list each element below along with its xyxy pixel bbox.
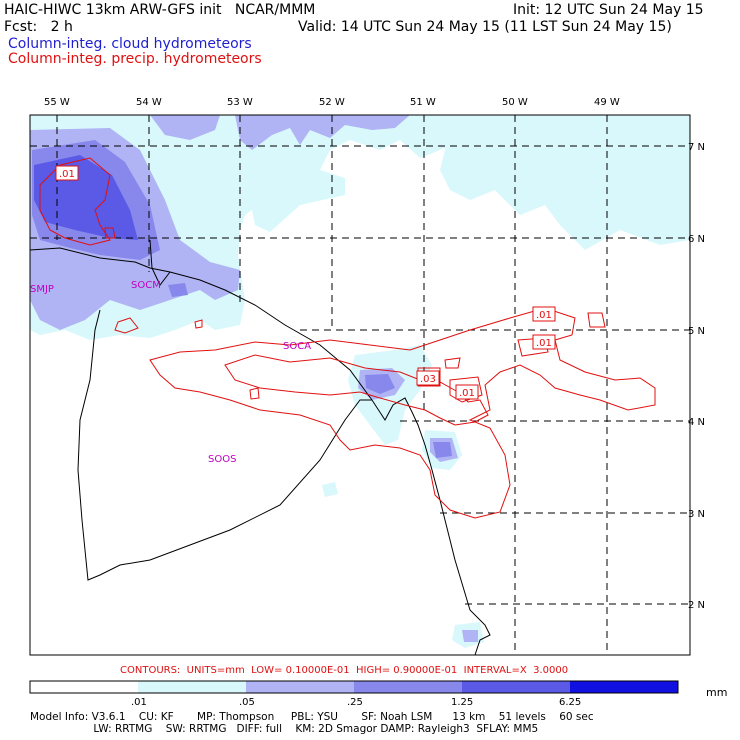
contours-info: CONTOURS: UNITS=mm LOW= 0.10000E-01 HIGH… <box>120 665 569 676</box>
forecast-hour: Fcst: 2 h <box>4 19 73 35</box>
model-info: Model Info: V3.6.1 CU: KF MP: Thompson P… <box>30 711 594 735</box>
cloud-shade-2 <box>462 630 478 642</box>
lon-label: 53 W <box>227 97 253 108</box>
contour-label: .01 <box>59 169 75 180</box>
lat-label: 7 N <box>688 142 705 153</box>
lon-label: 52 W <box>319 97 345 108</box>
colorbar-tick: .01 <box>131 697 147 708</box>
cloud-shade-2 <box>150 115 220 140</box>
valid-time: Valid: 14 UTC Sun 24 May 15 (11 LST Sun … <box>298 19 672 35</box>
latitude-labels: 7 N 6 N 5 N 4 N 3 N 2 N <box>688 142 705 611</box>
lon-label: 51 W <box>410 97 436 108</box>
lat-label: 2 N <box>688 600 705 611</box>
colorbar-tick: 6.25 <box>559 697 581 708</box>
contour-label-group: .01 .01 .01 .03 .01 <box>55 165 556 400</box>
cloud-shade-light <box>440 115 690 250</box>
station-soos: SOOS <box>208 454 236 465</box>
legend-precip: Column-integ. precip. hydrometeors <box>8 51 262 67</box>
plot-title: HAIC-HIWC 13km ARW-GFS init NCAR/MMM <box>4 2 316 18</box>
station-socm: SOCM <box>131 280 161 291</box>
station-labels: SMJP SOCM SOCA SOOS <box>30 280 311 465</box>
lat-label: 6 N <box>688 234 705 245</box>
colorbar-ticks: .01 .05 .25 1.25 6.25 <box>131 697 581 708</box>
longitude-labels: 55 W 54 W 53 W 52 W 51 W 50 W 49 W <box>44 97 620 108</box>
contour-label: .01 <box>536 338 552 349</box>
lon-label: 50 W <box>502 97 528 108</box>
station-soca: SOCA <box>283 341 311 352</box>
model-info-line2: LW: RRTMG SW: RRTMG DIFF: full KM: 2D Sm… <box>30 723 539 735</box>
lon-label: 54 W <box>136 97 162 108</box>
contour-label: .03 <box>420 374 436 385</box>
lon-label: 55 W <box>44 97 70 108</box>
model-info-line1: Model Info: V3.6.1 CU: KF MP: Thompson P… <box>30 711 594 723</box>
lat-lon-grid <box>30 115 690 655</box>
cloud-shading <box>30 115 690 648</box>
cloud-shade-light <box>322 482 338 497</box>
cloud-shade-3 <box>168 283 188 297</box>
station-smjp: SMJP <box>30 284 54 295</box>
lat-label: 4 N <box>688 417 705 428</box>
colorbar <box>29 680 679 694</box>
lon-label: 49 W <box>594 97 620 108</box>
legend-cloud: Column-integ. cloud hydrometeors <box>8 36 252 52</box>
cloud-shade-3 <box>365 374 395 394</box>
map-frame <box>29 114 691 656</box>
precip-contours <box>39 157 656 519</box>
colorbar-tick: 1.25 <box>451 697 473 708</box>
lat-label: 3 N <box>688 509 705 520</box>
contour-label: .01 <box>536 310 552 321</box>
colorbar-tick: .25 <box>347 697 363 708</box>
cloud-shade-2 <box>235 115 410 150</box>
contour-label: .01 <box>459 388 475 399</box>
colorbar-units: mm <box>706 686 728 699</box>
colorbar-tick: .05 <box>239 697 255 708</box>
cloud-shade-3 <box>433 442 452 458</box>
init-time: Init: 12 UTC Sun 24 May 15 <box>513 2 704 18</box>
coastline <box>29 239 491 656</box>
lat-label: 5 N <box>688 326 705 337</box>
